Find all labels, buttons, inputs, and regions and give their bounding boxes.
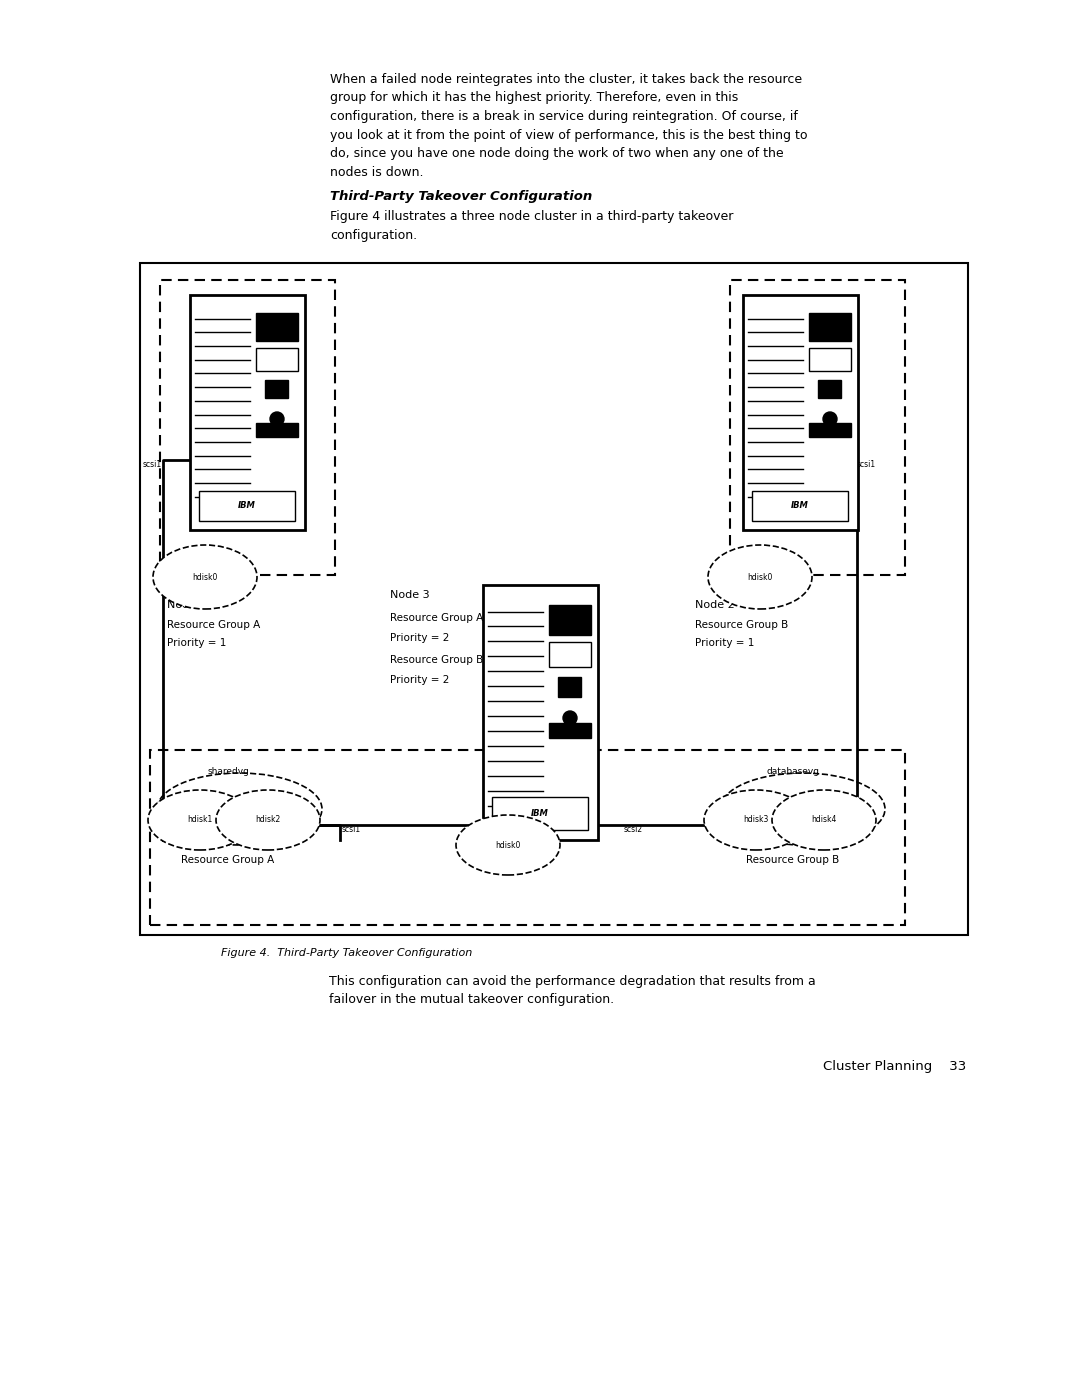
Ellipse shape [153, 545, 257, 609]
Bar [256, 423, 298, 437]
Text: configuration.: configuration. [330, 229, 417, 242]
Bar [492, 798, 588, 830]
Text: Priority = 2: Priority = 2 [390, 675, 449, 685]
Text: scsi0: scsi0 [202, 585, 221, 594]
Text: hdisk1: hdisk1 [187, 816, 213, 824]
Bar [809, 313, 851, 341]
Text: Third-Party Takeover Configuration: Third-Party Takeover Configuration [330, 190, 592, 203]
Text: Priority = 1: Priority = 1 [167, 638, 227, 648]
Bar [743, 295, 858, 529]
Text: failover in the mutual takeover configuration.: failover in the mutual takeover configur… [329, 993, 615, 1006]
Text: hdisk3: hdisk3 [743, 816, 769, 824]
Text: scsi1: scsi1 [858, 460, 876, 469]
Text: Resource Group B: Resource Group B [390, 655, 483, 665]
Text: IBM: IBM [531, 809, 549, 817]
Text: Resource Group A: Resource Group A [181, 855, 274, 865]
Text: Node 1: Node 1 [167, 599, 206, 610]
Circle shape [823, 412, 837, 426]
Text: hdisk4: hdisk4 [811, 816, 837, 824]
Ellipse shape [148, 789, 252, 849]
Ellipse shape [704, 789, 808, 849]
Ellipse shape [456, 814, 561, 875]
Text: hdisk0: hdisk0 [747, 573, 772, 581]
Bar [549, 724, 591, 738]
Text: scsi0: scsi0 [751, 585, 770, 594]
Text: Node 3: Node 3 [390, 590, 430, 599]
Text: scsi1: scsi1 [143, 460, 162, 469]
Text: Resource Group A: Resource Group A [167, 620, 260, 630]
Bar [730, 279, 905, 576]
Text: nodes is down.: nodes is down. [330, 165, 423, 179]
Text: IBM: IBM [238, 502, 256, 510]
Bar [558, 678, 581, 697]
Ellipse shape [708, 545, 812, 609]
Text: configuration, there is a break in service during reintegration. Of course, if: configuration, there is a break in servi… [330, 110, 798, 123]
Bar [190, 295, 305, 529]
Text: scsi0: scsi0 [498, 848, 517, 856]
Text: Cluster Planning    33: Cluster Planning 33 [823, 1060, 966, 1073]
Bar [160, 279, 335, 576]
Text: Resource Group A: Resource Group A [390, 613, 483, 623]
Bar [256, 348, 298, 372]
Text: Priority = 2: Priority = 2 [390, 633, 449, 643]
Bar [549, 605, 591, 636]
Bar [818, 380, 841, 398]
Text: scsi1: scsi1 [342, 826, 361, 834]
Bar [150, 750, 905, 925]
Text: do, since you have one node doing the work of two when any one of the: do, since you have one node doing the wo… [330, 147, 784, 161]
Text: Figure 4.  Third-Party Takeover Configuration: Figure 4. Third-Party Takeover Configura… [221, 949, 472, 958]
Bar [199, 490, 295, 521]
Text: When a failed node reintegrates into the cluster, it takes back the resource: When a failed node reintegrates into the… [330, 73, 802, 87]
Circle shape [270, 412, 284, 426]
Text: IBM: IBM [791, 502, 809, 510]
Text: you look at it from the point of view of performance, this is the best thing to: you look at it from the point of view of… [330, 129, 808, 141]
Bar [549, 643, 591, 666]
Bar [752, 490, 848, 521]
Text: scsi2: scsi2 [624, 826, 643, 834]
Text: Priority = 1: Priority = 1 [696, 638, 754, 648]
Bar [809, 423, 851, 437]
Text: databasevg: databasevg [767, 767, 820, 775]
Bar [265, 380, 288, 398]
Text: Resource Group B: Resource Group B [696, 620, 788, 630]
Bar [809, 348, 851, 372]
Text: hdisk2: hdisk2 [255, 816, 281, 824]
Text: Resource Group B: Resource Group B [746, 855, 839, 865]
Text: hdisk0: hdisk0 [496, 841, 521, 849]
Text: group for which it has the highest priority. Therefore, even in this: group for which it has the highest prior… [330, 91, 739, 105]
Text: Figure 4 illustrates a three node cluster in a third-party takeover: Figure 4 illustrates a three node cluste… [330, 210, 733, 224]
Text: This configuration can avoid the performance degradation that results from a: This configuration can avoid the perform… [329, 975, 815, 988]
Bar [256, 313, 298, 341]
Text: sharedvg: sharedvg [207, 767, 248, 775]
Text: hdisk0: hdisk0 [192, 573, 218, 581]
Bar [140, 263, 968, 935]
Bar [483, 585, 598, 840]
Ellipse shape [772, 789, 876, 849]
Ellipse shape [216, 789, 320, 849]
Text: Node 2: Node 2 [696, 599, 734, 610]
Circle shape [563, 711, 577, 725]
